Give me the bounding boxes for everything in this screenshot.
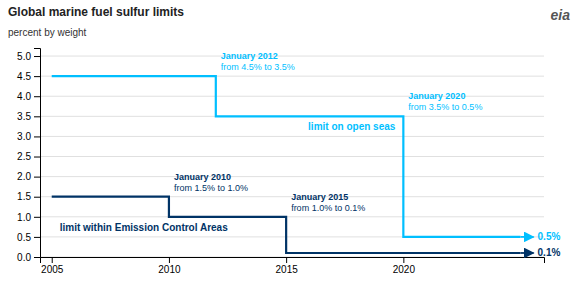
annotation: January 2010	[174, 172, 231, 182]
tick-mark	[34, 197, 40, 198]
tick: 2020	[393, 257, 416, 275]
grid-line	[40, 96, 544, 97]
series-label: limit within Emission Control Areas	[60, 222, 228, 233]
tick-mark	[34, 257, 40, 258]
tick-mark	[52, 257, 53, 263]
grid	[40, 56, 544, 257]
tick-label: 2015	[276, 264, 299, 275]
tick-mark	[34, 56, 40, 57]
tick: 2.0	[17, 171, 40, 182]
tick-label: 3.0	[17, 131, 31, 142]
tick: 5.0	[17, 51, 40, 62]
grid-line	[40, 156, 544, 157]
axis-line	[34, 49, 41, 258]
tick-label: 5.0	[17, 51, 31, 62]
tick-label: 0.0	[17, 252, 31, 263]
tick-label: 1.5	[17, 191, 31, 202]
tick-mark	[34, 217, 40, 218]
tick: 4.0	[17, 91, 40, 102]
tick-mark	[34, 136, 40, 137]
annotation: January 2015	[291, 192, 348, 202]
annotation: January 2012	[221, 51, 278, 61]
tick: 0.5	[17, 232, 40, 243]
annotation: from 1.0% to 0.1%	[291, 203, 365, 213]
plot-area: 2005 2010 2015 2020 0.0 0.5 1.0 1.5 2.0 2.5 3.0 3.5…	[17, 49, 560, 276]
tick-label: 4.0	[17, 91, 31, 102]
tick: 2015	[276, 257, 299, 275]
tick-mark	[34, 237, 40, 238]
tick: 2010	[158, 257, 181, 275]
annotation: January 2020	[408, 91, 465, 101]
grid-line	[40, 136, 544, 137]
tick-label: 2.5	[17, 151, 31, 162]
data-label: 0.1%	[538, 247, 561, 258]
grid-line	[40, 176, 544, 177]
tick-mark	[34, 116, 40, 117]
tick-label: 4.5	[17, 71, 31, 82]
y-axis: 0.0 0.5 1.0 1.5 2.0 2.5 3.0 3.5 4.0 4.5 5.0	[17, 49, 40, 263]
tick: 2.5	[17, 151, 40, 162]
tick-mark	[34, 76, 40, 77]
tick: 1.0	[17, 212, 40, 223]
logo-text: eia	[551, 7, 571, 23]
tick-mark	[34, 177, 40, 178]
series-label: limit on open seas	[308, 121, 396, 132]
tick-label: 2010	[158, 264, 181, 275]
end-arrow	[521, 252, 534, 254]
annotation: from 3.5% to 0.5%	[408, 102, 482, 112]
lines	[52, 76, 521, 253]
tick: 4.5	[17, 71, 40, 82]
tick: 2005	[41, 257, 64, 275]
end-arrow	[521, 236, 534, 238]
tick-label: 2005	[41, 264, 64, 275]
data-label: 0.5%	[538, 231, 561, 242]
grid-line	[40, 56, 544, 57]
annotation: from 4.5% to 3.5%	[221, 62, 295, 72]
tick-mark	[34, 96, 40, 97]
tick-label: 2020	[393, 264, 416, 275]
tick-label: 3.5	[17, 111, 31, 122]
tick-label: 0.5	[17, 232, 31, 243]
chart: 2005 2010 2015 2020 0.0 0.5 1.0 1.5 2.0 2.5 3.0 3.5…	[0, 0, 584, 281]
tick-label: 2.0	[17, 171, 31, 182]
tick-mark	[34, 157, 40, 158]
x-axis: 2005 2010 2015 2020	[41, 257, 545, 275]
axis-line	[41, 258, 545, 264]
tick: 3.0	[17, 131, 40, 142]
tick-mark	[169, 257, 170, 263]
tick: 0.0	[17, 252, 40, 263]
tick: 1.5	[17, 191, 40, 202]
tick-mark	[286, 257, 287, 263]
tick: 3.5	[17, 111, 40, 122]
series-line	[52, 197, 521, 253]
tick-label: 1.0	[17, 212, 31, 223]
series-line	[52, 76, 521, 237]
grid-line	[40, 216, 544, 217]
title: Global marine fuel sulfur limits	[8, 5, 184, 19]
annotation: from 1.5% to 1.0%	[174, 183, 248, 193]
tick-mark	[403, 257, 404, 263]
y-axis-title: percent by weight	[8, 27, 87, 38]
labels: 0.5% 0.1% limit on open seas limit within E…	[60, 51, 561, 258]
